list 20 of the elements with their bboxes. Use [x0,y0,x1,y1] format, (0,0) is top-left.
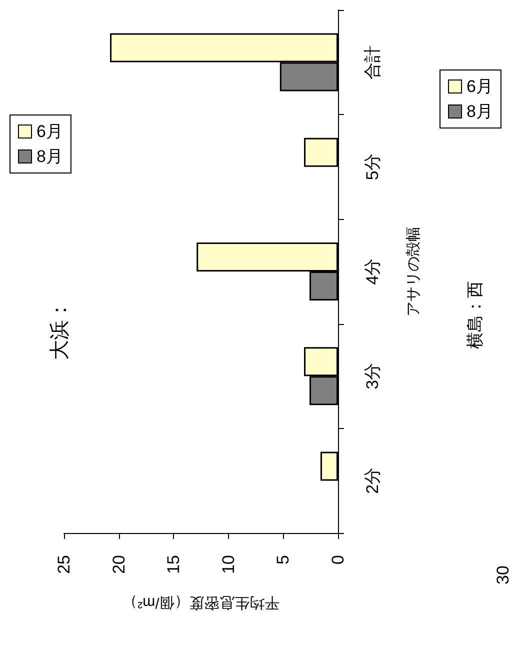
x-tick-label: 0 [328,555,348,564]
x-tick-label: 20 [109,555,128,574]
text: 8月 [36,147,63,166]
y-tick-label: 5分 [363,154,382,180]
x-tick-label: 15 [164,555,184,574]
text: 横島：西 [466,281,484,349]
x-tick-label: 25 [54,555,74,574]
y-tick-label: 4分 [363,258,382,285]
text: 6月 [466,77,493,96]
x-axis-title: 平均生息密度（個/m²） [122,594,280,611]
y-tick-label: 3分 [363,362,382,390]
legend-label: 6月 [36,122,63,141]
y-axis-title: アサリの殻幅 [405,226,422,316]
text: 30 [494,566,512,584]
legend-label: 8月 [466,102,493,121]
y-tick-label: 2分 [363,467,382,494]
x-tick-label: 5 [274,555,293,564]
y-tick-label: 合計 [363,45,382,80]
text: 大浜： [49,300,71,360]
x-tick-label: 10 [218,555,238,574]
